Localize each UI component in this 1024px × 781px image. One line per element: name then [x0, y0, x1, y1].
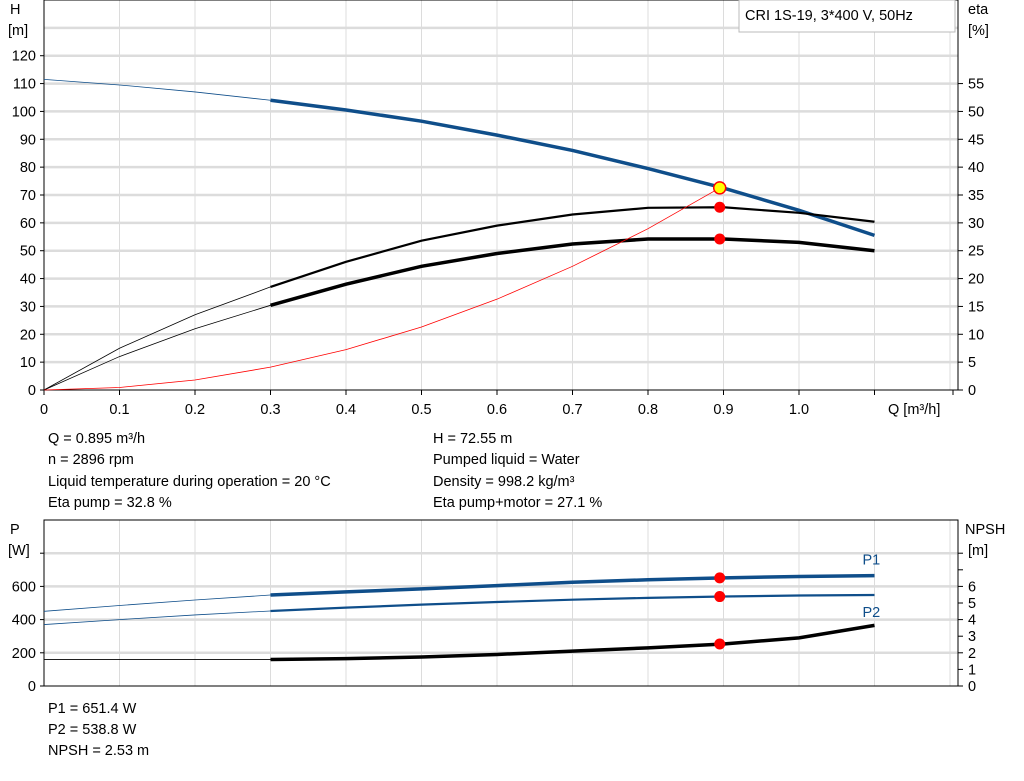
y-tick-label: 80	[20, 160, 36, 176]
eta-pump-curve-extrapolated	[43, 286, 271, 391]
y-tick-label: 90	[20, 132, 36, 148]
info-speed: n = 2896 rpm	[48, 452, 134, 468]
eta-pump-operating-point	[714, 201, 726, 213]
x-tick-label: 0.5	[411, 402, 431, 418]
y2-axis-title: eta	[968, 2, 989, 18]
y2-tick-label: 0	[968, 383, 976, 399]
y-tick-label: 100	[12, 104, 36, 120]
y2-tick-label: 2	[968, 646, 976, 662]
y-tick-label: 0	[28, 383, 36, 399]
eta-pump-motor-curve	[270, 237, 875, 307]
y-tick-label: 0	[28, 679, 36, 695]
y-axis-unit: [W]	[8, 543, 30, 559]
p2-label: P2	[863, 605, 881, 621]
info-eta-pump: Eta pump = 32.8 %	[48, 495, 172, 511]
y2-tick-label: 1	[968, 662, 976, 678]
y2-tick-label: 30	[968, 216, 984, 232]
system-curve-curve	[43, 185, 724, 391]
y2-axis-unit: [%]	[968, 23, 989, 39]
x-tick-label: 0.3	[260, 402, 280, 418]
eta-pump-curve	[270, 206, 875, 288]
info-density: Density = 998.2 kg/m³	[433, 474, 575, 490]
y-tick-label: 50	[20, 244, 36, 260]
info-npsh: NPSH = 2.53 m	[48, 743, 150, 759]
legend-text: CRI 1S-19, 3*400 V, 50Hz	[745, 8, 913, 24]
x-tick-label: 0.4	[336, 402, 356, 418]
npsh-operating-point	[714, 638, 726, 650]
y2-tick-label: 20	[968, 272, 984, 288]
head-curve	[270, 98, 876, 238]
y2-tick-label: 5	[968, 355, 976, 371]
info-flow: Q = 0.895 m³/h	[48, 431, 146, 447]
x-tick-label: 0	[40, 402, 48, 418]
x-tick-label: 0.1	[109, 402, 129, 418]
info-head: H = 72.55 m	[433, 431, 513, 447]
y2-tick-label: 5	[968, 596, 976, 612]
y-tick-label: 110	[13, 77, 36, 93]
y2-axis-title: NPSH	[965, 522, 1005, 538]
x-tick-label: 0.7	[562, 402, 582, 418]
info-p1: P1 = 651.4 W	[48, 701, 137, 717]
p2-operating-point	[714, 591, 726, 603]
legend-box	[738, 0, 956, 33]
y2-tick-label: 0	[968, 679, 976, 695]
x-axis-label: Q [m³/h]	[888, 402, 940, 418]
y-tick-label: 120	[12, 49, 36, 65]
p2-curve-extrapolated	[43, 610, 271, 625]
x-tick-label: 0.8	[638, 402, 658, 418]
p1-operating-point	[714, 572, 726, 584]
x-tick-label: 0.9	[713, 402, 733, 418]
y-axis-title: H	[10, 2, 20, 18]
info-liquid: Pumped liquid = Water	[433, 452, 580, 468]
info-temperature: Liquid temperature during operation = 20…	[48, 474, 331, 490]
plot-frame	[43, 519, 959, 687]
y2-tick-label: 4	[968, 613, 976, 629]
p1-label: P1	[863, 553, 881, 569]
x-tick-label: 1.0	[789, 402, 809, 418]
y2-tick-label: 40	[968, 160, 984, 176]
eta-pump-motor-operating-point	[714, 233, 726, 245]
y-tick-label: 70	[20, 188, 36, 204]
y2-tick-label: 6	[968, 579, 976, 595]
y-tick-label: 600	[12, 579, 36, 595]
head-curve-extrapolated	[43, 78, 271, 101]
info-eta-pump-motor: Eta pump+motor = 27.1 %	[433, 495, 603, 511]
y-tick-label: 10	[20, 355, 36, 371]
y-tick-label: 30	[20, 299, 36, 315]
y-tick-label: 40	[20, 272, 36, 288]
eta-pump-motor-curve-extrapolated	[43, 304, 271, 391]
y2-tick-label: 10	[968, 327, 984, 343]
y-tick-label: 20	[20, 327, 36, 343]
y2-axis-unit: [m]	[968, 543, 988, 559]
y2-tick-label: 15	[968, 299, 984, 315]
y2-tick-label: 55	[968, 77, 984, 93]
y2-tick-label: 25	[968, 244, 984, 260]
y-tick-label: 400	[12, 613, 36, 629]
y-axis-title: P	[10, 522, 20, 538]
y-axis-unit: [m]	[8, 23, 28, 39]
head-operating-point	[712, 181, 727, 195]
y2-tick-label: 45	[968, 132, 984, 148]
p1-curve	[270, 573, 875, 597]
p1-curve-extrapolated	[43, 594, 271, 612]
x-tick-label: 0.2	[185, 402, 205, 418]
y2-tick-label: 3	[968, 629, 976, 645]
p2-curve	[270, 593, 875, 613]
y-tick-label: 200	[12, 646, 36, 662]
y2-tick-label: 35	[968, 188, 984, 204]
x-tick-label: 0.6	[487, 402, 507, 418]
info-p2: P2 = 538.8 W	[48, 722, 137, 738]
y2-tick-label: 50	[968, 104, 984, 120]
y-tick-label: 60	[20, 216, 36, 232]
npsh-curve	[270, 623, 875, 662]
